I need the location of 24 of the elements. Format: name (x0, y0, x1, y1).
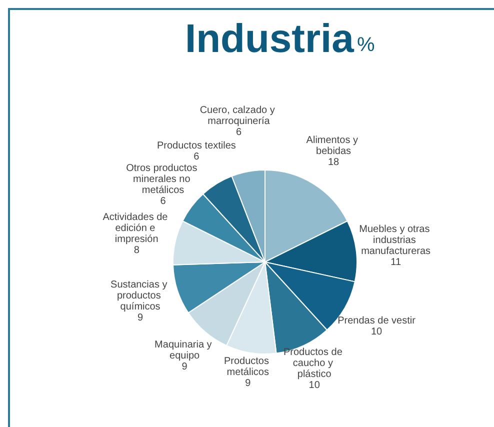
data-label: 6 (160, 196, 166, 208)
data-label: 9 (138, 312, 144, 324)
data-label: 10 (308, 380, 320, 392)
slice-label: Otros productos minerales no metálicos (126, 163, 200, 196)
data-label: 10 (370, 326, 383, 338)
slice-label: Sustancias y productos químicos (110, 280, 170, 313)
data-label: 6 (236, 127, 242, 138)
slice-label: Productos metálicos (224, 356, 272, 378)
data-label: 6 (194, 151, 200, 162)
chart-title: Industria (185, 17, 355, 61)
slice-label: Productos textiles (156, 140, 236, 152)
data-label: 11 (390, 256, 402, 268)
slice-label: Cuero, calzado y marroquinería (200, 105, 278, 128)
chart-subtitle: % (357, 34, 375, 56)
data-label: 18 (328, 156, 340, 168)
slice-label: Productos de caucho y plástico (283, 347, 346, 380)
data-label: 8 (134, 244, 140, 256)
slice-label: Maquinaria y equipo (154, 339, 215, 362)
data-label: 9 (245, 378, 252, 389)
slice-label: Prendas de vestir (338, 315, 416, 326)
slice-label: Alimentos y bebidas (306, 134, 361, 157)
data-label: 9 (182, 361, 188, 372)
slice-label: Muebles y otras industrias manufactureras (359, 224, 433, 257)
slice-label: Actividades de edición e impresión (102, 212, 171, 245)
